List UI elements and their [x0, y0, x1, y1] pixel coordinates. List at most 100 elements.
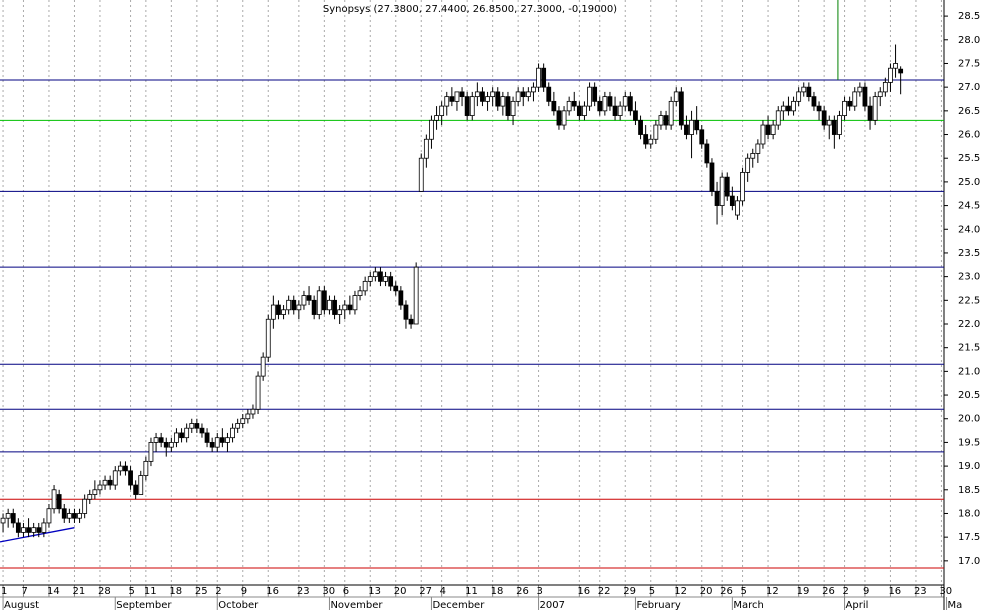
x-tick-label: 20: [394, 586, 407, 597]
candle-body: [362, 280, 368, 292]
x-tick-label: 22: [598, 586, 611, 597]
candle-body: [148, 442, 154, 462]
candle-body: [158, 437, 164, 443]
candle-body: [893, 63, 898, 69]
candle-body: [806, 86, 812, 98]
candle-body: [51, 489, 57, 510]
y-tick-label: 20.5: [958, 390, 980, 401]
candle-body: [459, 91, 465, 98]
candle-body: [714, 190, 720, 206]
candle-body: [811, 96, 817, 107]
y-tick-label: 22.5: [958, 295, 980, 306]
candle-body: [97, 484, 103, 491]
y-tick-label: 17.5: [958, 532, 980, 543]
candle-body: [536, 67, 541, 88]
x-tick-label: 2: [843, 586, 849, 597]
candle-body: [112, 470, 118, 486]
candle-body: [520, 91, 526, 98]
month-label: 2007: [540, 600, 565, 610]
y-tick-label: 26.5: [958, 106, 980, 117]
month-label: March: [733, 600, 763, 610]
candle-body: [316, 290, 322, 315]
y-tick-label: 26.0: [958, 130, 980, 141]
candle-body: [826, 119, 832, 126]
x-tick-label: 12: [766, 586, 779, 597]
candle-body: [495, 91, 501, 107]
x-tick-label: 11: [465, 586, 478, 597]
candle-body: [337, 309, 343, 315]
candle-body: [321, 290, 327, 311]
y-tick-label: 19.0: [958, 461, 980, 472]
y-tick-label: 27.0: [958, 82, 980, 93]
candle-body: [872, 96, 878, 121]
y-tick-label: 18.5: [958, 485, 980, 496]
candle-body: [597, 100, 603, 112]
candle-body: [41, 522, 47, 533]
candle-body: [36, 527, 42, 533]
x-tick-label: 7: [21, 586, 27, 597]
x-tick-label: 12: [674, 586, 687, 597]
candle-body: [423, 138, 429, 159]
candle-body: [658, 115, 664, 126]
candle-body: [755, 143, 761, 154]
candle-body: [31, 527, 37, 533]
candle-body: [831, 119, 837, 135]
candle-body: [444, 96, 450, 107]
trend-line: [0, 527, 75, 543]
x-tick-label: 5: [129, 586, 135, 597]
candle-body: [72, 513, 77, 519]
candle-body: [898, 68, 904, 74]
candle-body: [179, 432, 184, 439]
x-tick-label: 23: [914, 586, 927, 597]
candle-body: [724, 176, 730, 197]
candle-body: [729, 195, 735, 206]
candle-body: [107, 479, 113, 486]
candle-body: [219, 437, 225, 443]
candle-body: [847, 100, 853, 107]
candle-body: [102, 479, 108, 486]
candle-body: [311, 299, 317, 315]
candle-body: [255, 375, 261, 410]
y-tick-label: 28.5: [958, 11, 980, 22]
candle-body: [26, 527, 31, 533]
candle-body: [627, 96, 633, 112]
candle-body: [566, 100, 572, 112]
candle-body: [163, 442, 169, 448]
candle-body: [745, 157, 751, 173]
y-tick-label: 24.0: [958, 224, 980, 235]
candle-body: [429, 119, 434, 140]
candle-body: [214, 437, 220, 448]
candle-body: [862, 86, 868, 107]
candle-body: [0, 517, 6, 524]
y-tick-label: 25.5: [958, 153, 980, 164]
candle-body: [719, 176, 725, 206]
candle-body: [490, 91, 496, 98]
candle-body: [77, 513, 82, 519]
candle-body: [15, 522, 21, 533]
y-tick-label: 21.0: [958, 366, 980, 377]
candle-body: [209, 442, 215, 448]
candle-body: [174, 432, 179, 443]
candle-body: [367, 276, 373, 282]
candle-body: [133, 484, 139, 495]
candle-body: [633, 110, 638, 121]
month-label: Ma: [948, 600, 963, 610]
y-tick-label: 24.5: [958, 201, 980, 212]
candle-body: [704, 143, 710, 164]
candle-body: [276, 304, 281, 315]
x-tick-label: 5: [649, 586, 655, 597]
candle-body: [21, 527, 26, 533]
x-tick-label: 20: [700, 586, 713, 597]
x-tick-label: 16: [888, 586, 901, 597]
candle-body: [663, 115, 669, 126]
x-tick-label: 19: [797, 586, 810, 597]
y-tick-label: 23.5: [958, 248, 980, 259]
candle-body: [648, 138, 654, 145]
candle-body: [408, 318, 414, 325]
x-tick-label: 3: [537, 586, 543, 597]
candle-body: [531, 86, 536, 93]
y-tick-label: 21.5: [958, 343, 980, 354]
candle-body: [10, 513, 16, 524]
candle-body: [801, 86, 807, 93]
